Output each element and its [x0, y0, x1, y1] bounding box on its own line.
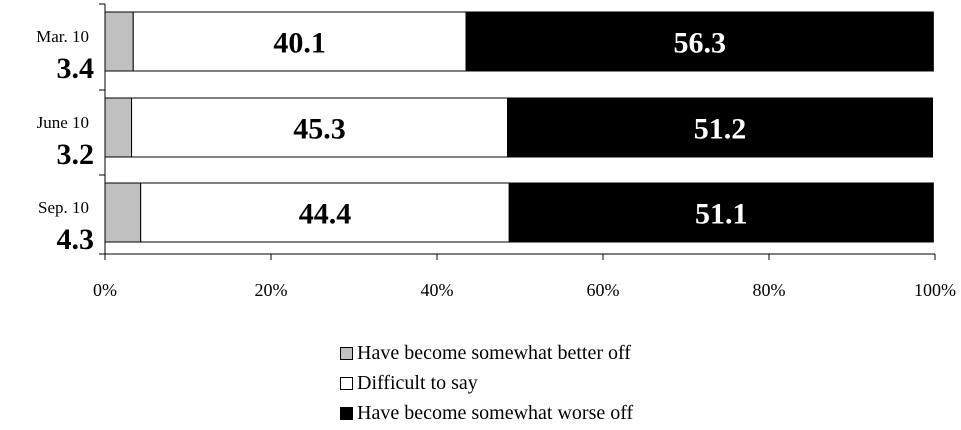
- x-tick-label-60: 60%: [587, 280, 620, 300]
- bar-mar-10-difficult-to-say: [132, 11, 467, 72]
- x-tick-label-40: 40%: [421, 280, 454, 300]
- legend-item-better: Have become somewhat better off: [340, 338, 633, 368]
- legend-label-worse: Have become somewhat worse off: [357, 401, 634, 424]
- data-label-june-10-better: 3.2: [57, 138, 95, 171]
- bar-sep-10-have-become-somewhat-worse-off: [508, 182, 934, 243]
- bar-mar-10-have-become-somewhat-better-off: [104, 11, 134, 72]
- bar-sep-10-difficult-to-say: [140, 182, 510, 243]
- x-tick-label-20: 20%: [255, 280, 288, 300]
- bar-sep-10-have-become-somewhat-better-off: [104, 182, 142, 243]
- legend-swatch-better: [340, 346, 353, 360]
- legend-item-worse: Have become somewhat worse off: [340, 398, 633, 428]
- data-label-june-10-have-become-somewhat-worse-off: 51.2: [694, 113, 747, 146]
- legend-label-difficult: Difficult to say: [357, 371, 478, 394]
- bar-june-10-have-become-somewhat-worse-off: [507, 97, 934, 158]
- legend-swatch-difficult: [340, 376, 353, 390]
- legend: Have become somewhat better off Difficul…: [340, 338, 633, 428]
- legend-swatch-worse: [340, 406, 353, 420]
- data-label-sep-10-difficult-to-say: 44.4: [299, 198, 352, 231]
- x-tick-label-0: 0%: [93, 280, 117, 300]
- bar-june-10-difficult-to-say: [131, 97, 509, 158]
- data-label-sep-10-better: 4.3: [57, 223, 95, 256]
- x-tick-label-80: 80%: [753, 280, 786, 300]
- data-label-june-10-difficult-to-say: 45.3: [293, 113, 346, 146]
- legend-label-better: Have become somewhat better off: [357, 341, 631, 364]
- bar-june-10-have-become-somewhat-better-off: [104, 97, 133, 158]
- legend-item-difficult: Difficult to say: [340, 368, 633, 398]
- data-label-mar-10-better: 3.4: [57, 52, 95, 85]
- x-tick-label-100: 100%: [914, 280, 956, 300]
- category-label-sep-10: Sep. 10: [38, 198, 89, 217]
- data-label-mar-10-have-become-somewhat-worse-off: 56.3: [673, 27, 726, 60]
- category-label-june-10: June 10: [37, 113, 89, 132]
- category-label-mar-10: Mar. 10: [36, 27, 89, 46]
- data-label-sep-10-have-become-somewhat-worse-off: 51.1: [695, 198, 748, 231]
- bar-mar-10-have-become-somewhat-worse-off: [465, 11, 934, 72]
- data-label-mar-10-difficult-to-say: 40.1: [273, 27, 326, 60]
